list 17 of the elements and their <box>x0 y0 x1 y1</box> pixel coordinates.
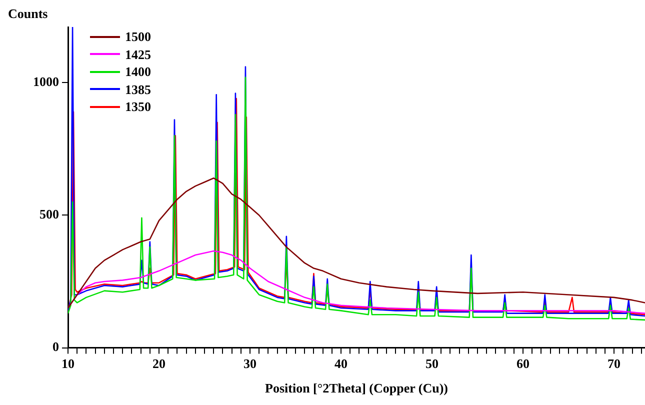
x-tick-label: 70 <box>608 356 621 371</box>
x-axis-title: Position [°2Theta] (Copper (Cu)) <box>265 380 448 396</box>
y-tick-label: 0 <box>52 339 59 354</box>
y-tick-label: 500 <box>40 206 59 222</box>
y-axis-title: Counts <box>8 6 48 22</box>
legend-label: 1350 <box>125 98 151 116</box>
x-tick-label: 40 <box>334 356 348 371</box>
x-tick-label: 50 <box>426 356 439 371</box>
x-tick-label: 60 <box>516 356 530 371</box>
legend-label: 1400 <box>125 63 151 80</box>
x-tick-label: 30 <box>244 356 257 371</box>
legend-label: 1500 <box>125 28 151 46</box>
legend-label: 1425 <box>125 46 151 63</box>
legend-label: 1385 <box>125 80 151 98</box>
y-tick-label: 1000 <box>33 74 59 90</box>
x-tick-label: 10 <box>62 356 74 371</box>
x-tick-label: 20 <box>152 356 166 371</box>
